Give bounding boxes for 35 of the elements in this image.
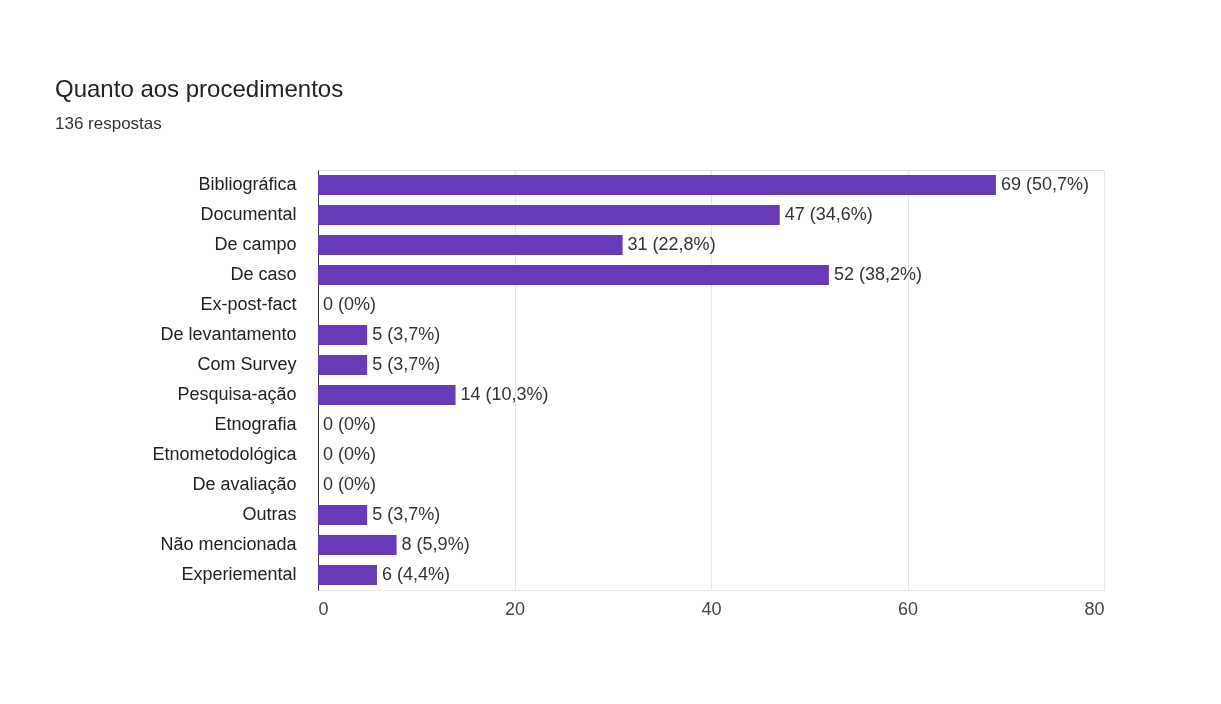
y-tick-label: Ex-post-fact: [200, 294, 297, 314]
data-label: 0 (0%): [323, 294, 377, 314]
y-tick-label: Experiemental: [181, 564, 297, 584]
x-tick-label: 40: [701, 598, 722, 619]
x-tick-label: 0: [318, 598, 329, 619]
y-tick-label: Etnografia: [214, 414, 298, 434]
data-label: 0 (0%): [323, 414, 377, 434]
chart-title: Quanto aos procedimentos: [55, 75, 344, 102]
data-label: 6 (4,4%): [381, 564, 450, 584]
y-tick-label: De caso: [230, 264, 297, 284]
data-label: 0 (0%): [323, 444, 377, 464]
y-tick-label: De levantamento: [160, 324, 297, 344]
y-tick-label: Etnometodológica: [152, 444, 298, 464]
y-tick-label: Pesquisa-ação: [177, 384, 297, 404]
data-label: 31 (22,8%): [627, 234, 716, 254]
y-tick-label: Outras: [242, 504, 297, 524]
x-tick-label: 20: [504, 598, 526, 619]
y-tick-label: De campo: [214, 234, 297, 254]
y-tick-label: Documental: [200, 204, 297, 224]
data-label: 47 (34,6%): [784, 204, 873, 224]
data-label: 69 (50,7%): [1000, 174, 1089, 194]
data-label: 52 (38,2%): [833, 264, 922, 284]
y-tick-label: Bibliográfica: [198, 174, 298, 194]
data-label: 14 (10,3%): [460, 384, 549, 404]
data-label: 5 (3,7%): [372, 504, 441, 524]
y-tick-label: Não mencionada: [160, 534, 298, 554]
y-tick-label: De avaliação: [192, 474, 297, 494]
data-label: 5 (3,7%): [372, 324, 441, 344]
x-tick-label: 80: [1084, 598, 1105, 619]
x-tick-label: 60: [897, 598, 919, 619]
y-tick-label: Com Survey: [197, 354, 297, 374]
text: 136 respostas: [55, 114, 162, 133]
data-label: 5 (3,7%): [372, 354, 441, 374]
data-label: 0 (0%): [323, 474, 377, 494]
data-label: 8 (5,9%): [401, 534, 470, 554]
